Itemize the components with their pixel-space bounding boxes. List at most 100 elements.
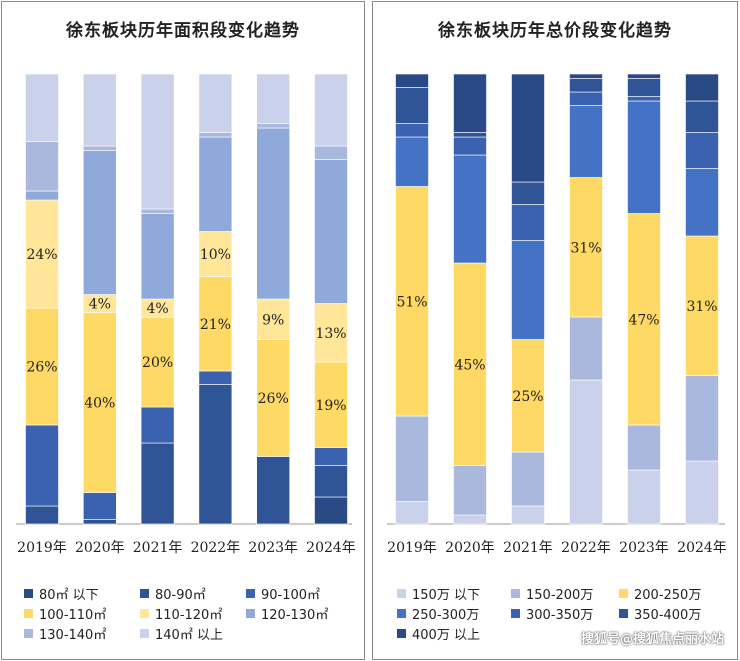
legend-swatch (397, 609, 406, 618)
bar-segment (453, 154, 487, 264)
bar-segment (569, 379, 603, 525)
bar-segment (198, 136, 233, 232)
legend-item: 120-130㎡ (246, 604, 328, 623)
bar-segment (685, 132, 719, 169)
legend-swatch (511, 589, 520, 598)
bar-segment (140, 213, 175, 300)
legend-item: 80㎡ 以下 (24, 584, 99, 603)
bar-segment (627, 73, 661, 79)
legend-swatch (397, 589, 406, 598)
legend-swatch (511, 609, 520, 618)
legend-item: 250-300万 (397, 604, 479, 623)
data-label: 21% (200, 317, 231, 333)
legend-item: 80-90㎡ (140, 584, 206, 603)
bar-segment (627, 100, 661, 214)
bar-segment (25, 424, 59, 507)
bar-segment (314, 465, 348, 498)
legend-swatch (24, 609, 33, 618)
data-label: 40% (84, 396, 115, 412)
x-tick-label: 2020年 (75, 540, 125, 556)
bar-segment (198, 276, 233, 372)
legend-label: 80-90㎡ (155, 588, 206, 603)
legend-swatch (24, 589, 33, 598)
area-chart-panel: 徐东板块历年面积段变化趋势 26% 24% 2019年 40% 4% 2020年 20% 4%… (1, 1, 365, 660)
price-chart-panel: 徐东板块历年总价段变化趋势 51% 2019年 45% 2020年 25% 2021年 31… (372, 1, 738, 660)
data-label: 13% (315, 326, 346, 342)
legend-item: 100-110㎡ (24, 604, 106, 623)
bar-segment (83, 73, 117, 147)
legend-item: 140㎡ 以上 (140, 624, 223, 643)
data-label: 26% (26, 360, 57, 376)
data-label: 10% (200, 247, 231, 263)
data-label: 31% (686, 299, 717, 315)
data-label: 51% (396, 294, 427, 310)
legend-label: 100-110㎡ (39, 608, 107, 623)
legend-swatch (246, 609, 255, 618)
legend-label: 150-200万 (526, 588, 594, 603)
data-label: 4% (89, 297, 111, 313)
bar-segment (569, 177, 603, 318)
legend-item: 90-100㎡ (246, 584, 320, 603)
data-label: 19% (315, 398, 346, 414)
legend-item: 130-140㎡ (24, 624, 106, 643)
bar-segment (685, 375, 719, 462)
legend-swatch (24, 629, 33, 638)
legend-label: 120-130㎡ (261, 608, 329, 623)
x-tick-label: 2022年 (561, 540, 611, 556)
area-chart-legend: 80㎡ 以下 80-90㎡ 90-100㎡ 100-110㎡ 110-120㎡ 120-1… (2, 2, 366, 661)
bar-segment (25, 141, 59, 192)
bar-segment (256, 127, 290, 300)
bar-segment (569, 73, 603, 79)
data-label: 25% (512, 389, 543, 405)
bar-segment (685, 73, 719, 102)
data-label: 9% (262, 312, 284, 328)
bar-segment (140, 442, 175, 525)
legend-label: 350-400万 (634, 608, 702, 623)
bar-segment (25, 73, 59, 142)
legend-label: 110-120㎡ (155, 608, 223, 623)
legend-swatch (397, 629, 406, 638)
legend-swatch (619, 609, 628, 618)
legend-label: 400万 以上 (412, 628, 480, 643)
bar-segment (83, 312, 117, 493)
bar-segment (83, 492, 117, 520)
bar-segment (256, 339, 290, 457)
legend-item: 350-400万 (619, 604, 701, 623)
bar-segment (140, 73, 175, 210)
legend-item: 150-200万 (511, 584, 593, 603)
bar-segment (627, 213, 661, 426)
legend-label: 130-140㎡ (39, 628, 107, 643)
legend-item: 110-120㎡ (140, 604, 222, 623)
legend-item: 150万 以下 (397, 584, 480, 603)
data-label: 4% (146, 301, 168, 317)
bar-segment (256, 73, 290, 124)
legend-swatch (140, 589, 149, 598)
watermark-text: 搜狐号@搜狐焦点丽水站 (580, 632, 724, 647)
legend-swatch (246, 589, 255, 598)
bar-segment (395, 186, 429, 417)
bar-segment (511, 204, 545, 241)
x-tick-label: 2024年 (306, 540, 356, 556)
x-tick-label: 2021年 (503, 540, 553, 556)
area-stacked-bar-chart: 26% 24% 2019年 40% 4% 2020年 20% 4% 2021年 21% 10% 202… (16, 73, 356, 556)
data-label: 45% (454, 357, 485, 373)
data-label: 24% (26, 247, 57, 263)
bar-segment (395, 136, 429, 187)
bar-segment (395, 73, 429, 88)
bar-segment (685, 235, 719, 376)
x-tick-label: 2019年 (387, 540, 437, 556)
bar-segment (453, 262, 487, 466)
data-label: 47% (628, 312, 659, 328)
legend-swatch (140, 629, 149, 638)
legend-label: 80㎡ 以下 (39, 588, 99, 603)
bar-segment (198, 384, 233, 525)
bar-segment (511, 451, 545, 507)
legend-label: 250-300万 (412, 608, 480, 623)
price-stacked-bar-chart: 51% 2019年 45% 2020年 25% 2021年 31% 2022年 47% 2023年… (387, 73, 727, 556)
legend-label: 200-250万 (634, 588, 702, 603)
x-tick-label: 2021年 (133, 540, 183, 556)
bar-segment (140, 406, 175, 444)
bar-segment (256, 298, 290, 340)
legend-item: 200-250万 (619, 584, 701, 603)
area-chart-title: 徐东板块历年面积段变化趋势 (66, 21, 300, 41)
